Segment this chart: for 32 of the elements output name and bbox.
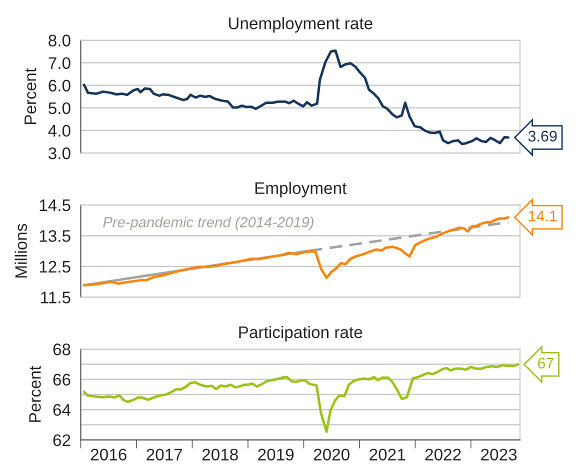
data-label: 3.69: [528, 130, 557, 142]
y-tick-label: 64: [53, 404, 71, 416]
x-tick-label: 2023: [481, 448, 517, 460]
x-tick-label: 2019: [258, 448, 294, 460]
y-axis-title: Percent: [29, 366, 41, 422]
annotation: Pre-pandemic trend (2014-2019): [103, 216, 314, 230]
x-tick-label: 2017: [146, 448, 182, 460]
chart-title: Participation rate: [239, 326, 362, 342]
y-tick-label: 3.0: [48, 147, 70, 160]
data-label: 67: [538, 358, 554, 369]
x-tick-label: 2016: [90, 448, 126, 460]
y-tick-label: 12.5: [40, 260, 70, 273]
y-tick-label: 14.5: [40, 200, 70, 212]
y-tick-label: 7.0: [48, 57, 70, 70]
y-axis-title: Percent: [24, 68, 36, 124]
y-tick-label: 62: [53, 434, 70, 446]
x-tick-label: 2022: [425, 448, 461, 460]
x-tick-label: 2018: [202, 448, 238, 460]
y-tick-label: 4.0: [48, 124, 70, 137]
y-tick-label: 6.0: [48, 80, 70, 92]
chart-title: Unemployment rate: [228, 17, 372, 33]
chart-title: Employment: [255, 182, 347, 198]
y-tick-label: 68: [53, 344, 70, 356]
y-tick-label: 5.0: [48, 102, 70, 114]
x-tick-label: 2020: [314, 448, 350, 460]
y-tick-label: 13.5: [40, 230, 70, 242]
data-label: 14.1: [528, 210, 557, 222]
y-tick-label: 8.0: [48, 34, 70, 46]
y-tick-label: 11.5: [41, 292, 70, 304]
y-axis-title: Millions: [14, 224, 27, 278]
x-tick-label: 2021: [370, 448, 406, 460]
y-tick-label: 66: [53, 374, 70, 386]
